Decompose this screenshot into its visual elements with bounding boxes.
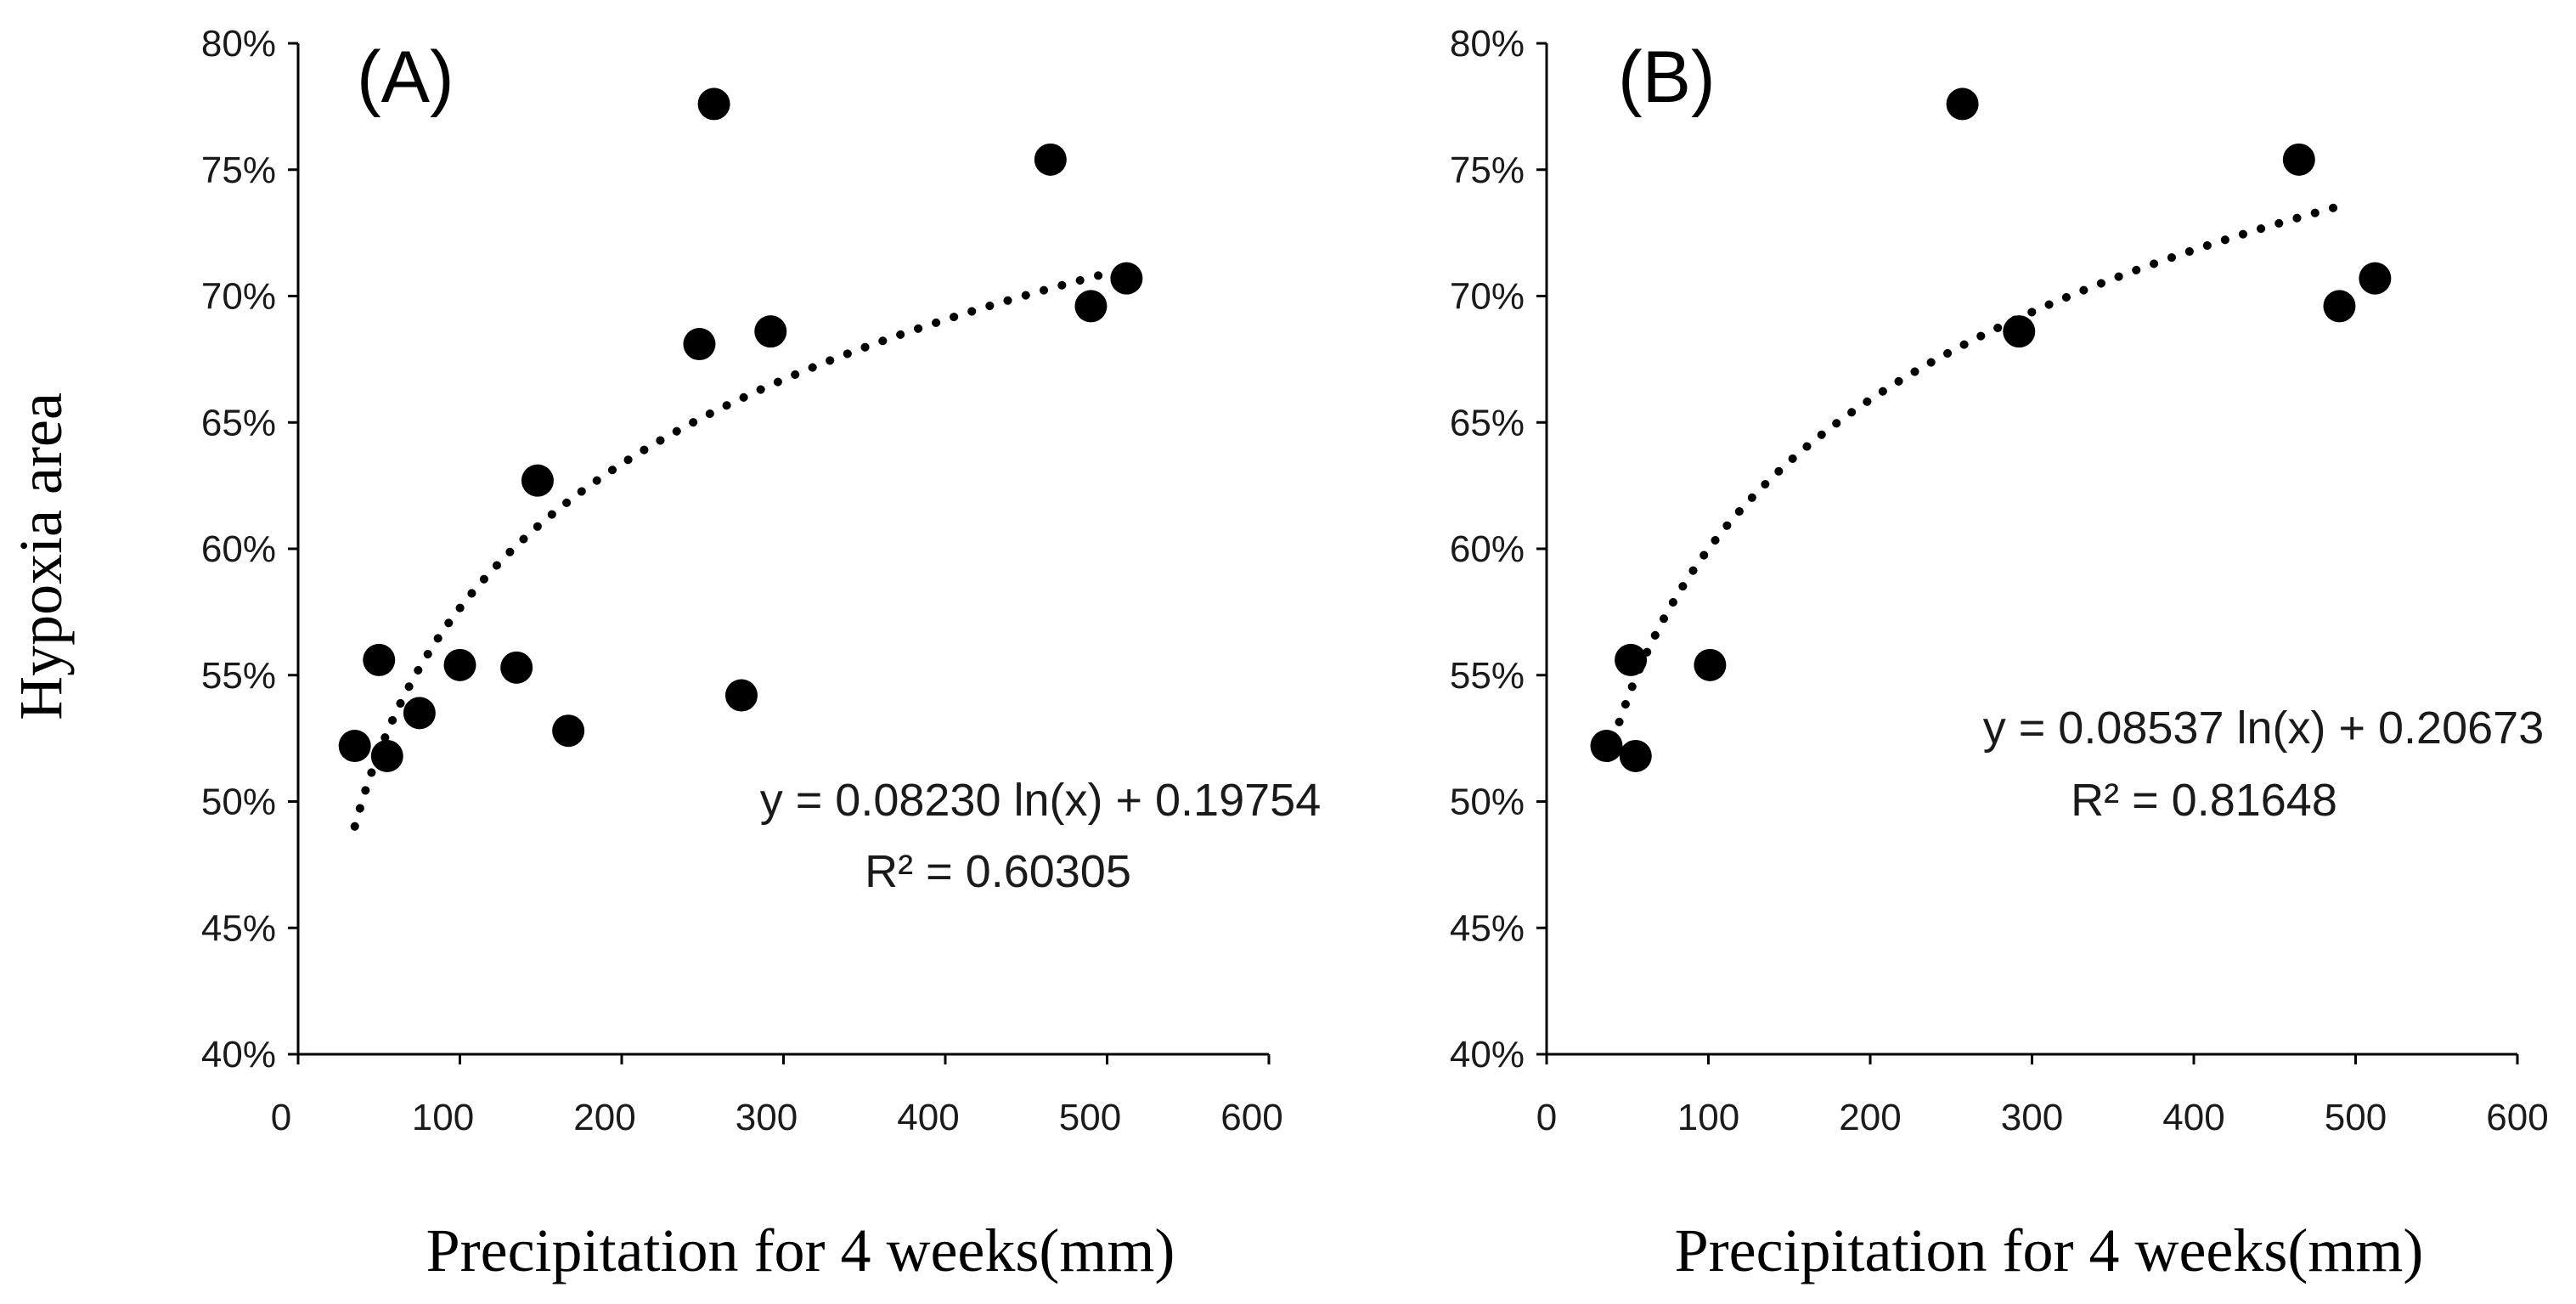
x-tick-label: 200 [1839,1097,1901,1138]
y-tick-label: 75% [1450,150,1525,191]
r-squared-label: R² = 0.81648 [2071,775,2337,826]
data-point [1590,730,1623,763]
x-tick-label: 500 [2325,1097,2387,1138]
panel-label: (B) [1618,37,1716,118]
data-point [521,464,554,497]
y-tick-label: 65% [1450,402,1525,443]
x-tick-label: 600 [1220,1097,1282,1138]
y-tick-label: 40% [201,1034,276,1075]
data-point [1615,643,1648,676]
data-point [1619,739,1652,772]
data-point [754,315,787,348]
y-tick-label: 80% [201,23,276,65]
x-tick-label: 400 [897,1097,959,1138]
data-point [724,679,758,712]
data-point [552,714,585,748]
y-tick-label: 45% [201,907,276,949]
y-axis-title: Hypoxia area [7,392,75,720]
data-point [2359,262,2392,295]
x-axis-title: Precipitation for 4 weeks(mm) [1675,1217,2424,1284]
data-point [363,643,396,676]
data-point [403,697,436,730]
trendline-equation: y = 0.08537 ln(x) + 0.20673 [1983,703,2544,754]
y-tick-label: 60% [201,528,276,570]
log-trendline [1604,200,2352,763]
x-tick-label: 300 [2001,1097,2063,1138]
data-point [1694,648,1727,681]
y-tick-label: 80% [1450,23,1525,65]
y-tick-label: 75% [201,150,276,191]
chart-panel-a: 40% 45% 50% 55% 60% 65% 70% 75% 80% 0 100 200 300 400… [201,23,1321,1284]
chart-panel-b: 40% 45% 50% 55% 60% 65% 70% 75% 80% 0 100 200 300 400… [1450,23,2549,1284]
y-tick-label: 40% [1450,1034,1525,1075]
x-tick-label: 100 [1677,1097,1739,1138]
panel-label: (A) [357,37,454,118]
data-point [338,730,371,763]
y-tick-label: 70% [201,276,276,318]
data-point [500,651,533,684]
x-tick-label: 0 [1536,1097,1557,1138]
y-tick-label: 50% [1450,782,1525,823]
data-point [443,648,476,681]
x-tick-label: 200 [573,1097,635,1138]
data-point [2282,143,2315,176]
data-point [1034,143,1067,176]
data-point [683,328,716,361]
x-tick-label: 500 [1059,1097,1121,1138]
data-point [1074,290,1108,323]
data-point [1110,262,1143,295]
x-axis-title: Precipitation for 4 weeks(mm) [426,1217,1175,1284]
x-tick-label: 100 [412,1097,474,1138]
data-point [2003,315,2036,348]
log-trendline [350,268,1112,831]
trendline-equation: y = 0.08230 ln(x) + 0.19754 [760,775,1321,826]
y-tick-label: 50% [201,782,276,823]
x-tick-label: 300 [736,1097,798,1138]
data-point [2323,290,2356,323]
data-point [1946,87,1979,121]
y-tick-label: 65% [201,402,276,443]
y-tick-label: 70% [1450,276,1525,318]
y-tick-label: 45% [1450,907,1525,949]
x-tick-label: 0 [271,1097,291,1138]
r-squared-label: R² = 0.60305 [865,846,1131,897]
data-point [697,87,730,121]
x-tick-label: 600 [2486,1097,2548,1138]
y-tick-label: 55% [201,655,276,697]
y-tick-label: 55% [1450,655,1525,697]
x-tick-label: 400 [2162,1097,2224,1138]
data-point [370,739,403,772]
y-tick-label: 60% [1450,528,1525,570]
